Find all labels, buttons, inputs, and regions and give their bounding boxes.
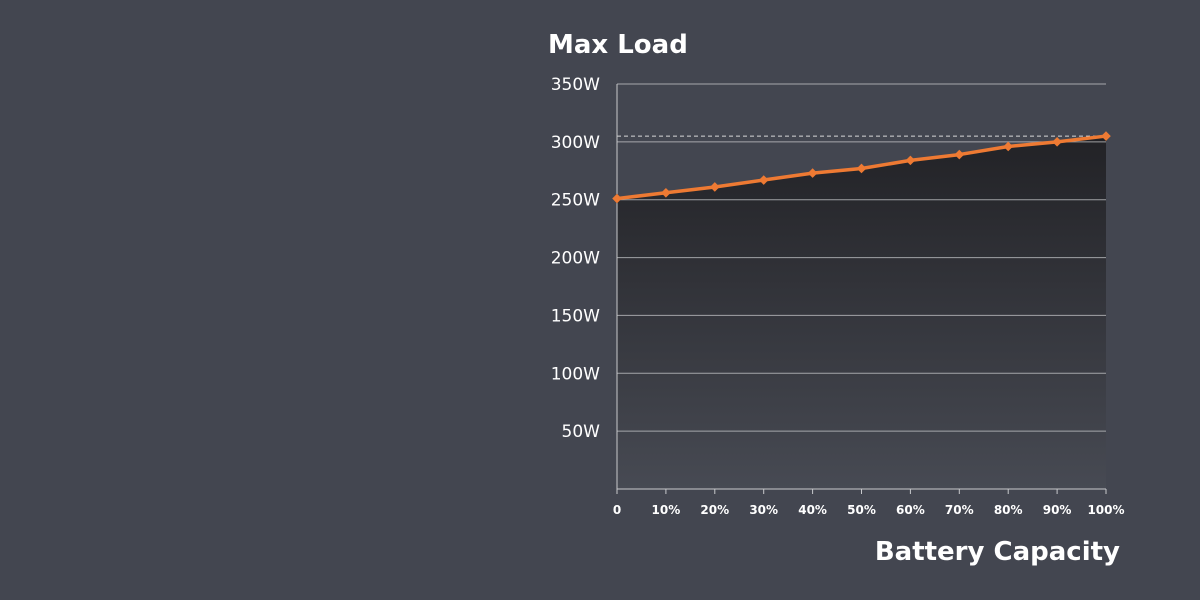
data-point-6 xyxy=(905,155,916,166)
x-axis-label: Battery Capacity xyxy=(875,537,1120,567)
data-point-9 xyxy=(1052,137,1062,147)
marker-layer xyxy=(612,131,1111,204)
x-tick-label-7: 70% xyxy=(945,503,974,517)
area-fill-layer xyxy=(617,136,1106,490)
axes xyxy=(616,84,1107,494)
data-point-7 xyxy=(954,149,965,160)
x-tick-label-4: 40% xyxy=(798,503,827,517)
data-point-4 xyxy=(807,168,818,178)
data-point-3 xyxy=(758,175,769,185)
x-tick-label-10: 100% xyxy=(1087,503,1124,517)
y-tick-label-350: 350W xyxy=(551,75,600,95)
x-tick-label-5: 50% xyxy=(847,503,876,517)
x-tick-label-0: 0 xyxy=(613,503,621,517)
y-tick-label-300: 300W xyxy=(551,133,600,153)
x-tick-label-1: 10% xyxy=(652,503,681,517)
chart-title: Max Load xyxy=(548,30,688,60)
x-tick-label-6: 60% xyxy=(896,503,925,517)
y-tick-label-250: 250W xyxy=(551,191,600,211)
y-tick-label-150: 150W xyxy=(551,306,600,326)
y-tick-label-50: 50W xyxy=(562,422,601,442)
tick-labels: 50W 100W 150W 200W 250W 300W 350W 0 10% 20% 30% 40%… xyxy=(551,75,1125,517)
data-point-2 xyxy=(710,182,720,192)
data-point-1 xyxy=(661,187,671,198)
data-point-10 xyxy=(1101,131,1111,141)
x-tick-label-8: 80% xyxy=(994,503,1023,517)
data-point-8 xyxy=(1003,141,1013,152)
data-point-5 xyxy=(856,163,867,174)
area-fill xyxy=(617,136,1106,490)
x-tick-label-9: 90% xyxy=(1043,503,1072,517)
gridlines xyxy=(617,83,1106,432)
data-point-0 xyxy=(612,193,622,204)
y-tick-label-100: 100W xyxy=(551,364,600,384)
x-tick-label-3: 30% xyxy=(749,503,778,517)
y-tick-label-200: 200W xyxy=(551,249,600,269)
x-tick-label-2: 20% xyxy=(700,503,729,517)
